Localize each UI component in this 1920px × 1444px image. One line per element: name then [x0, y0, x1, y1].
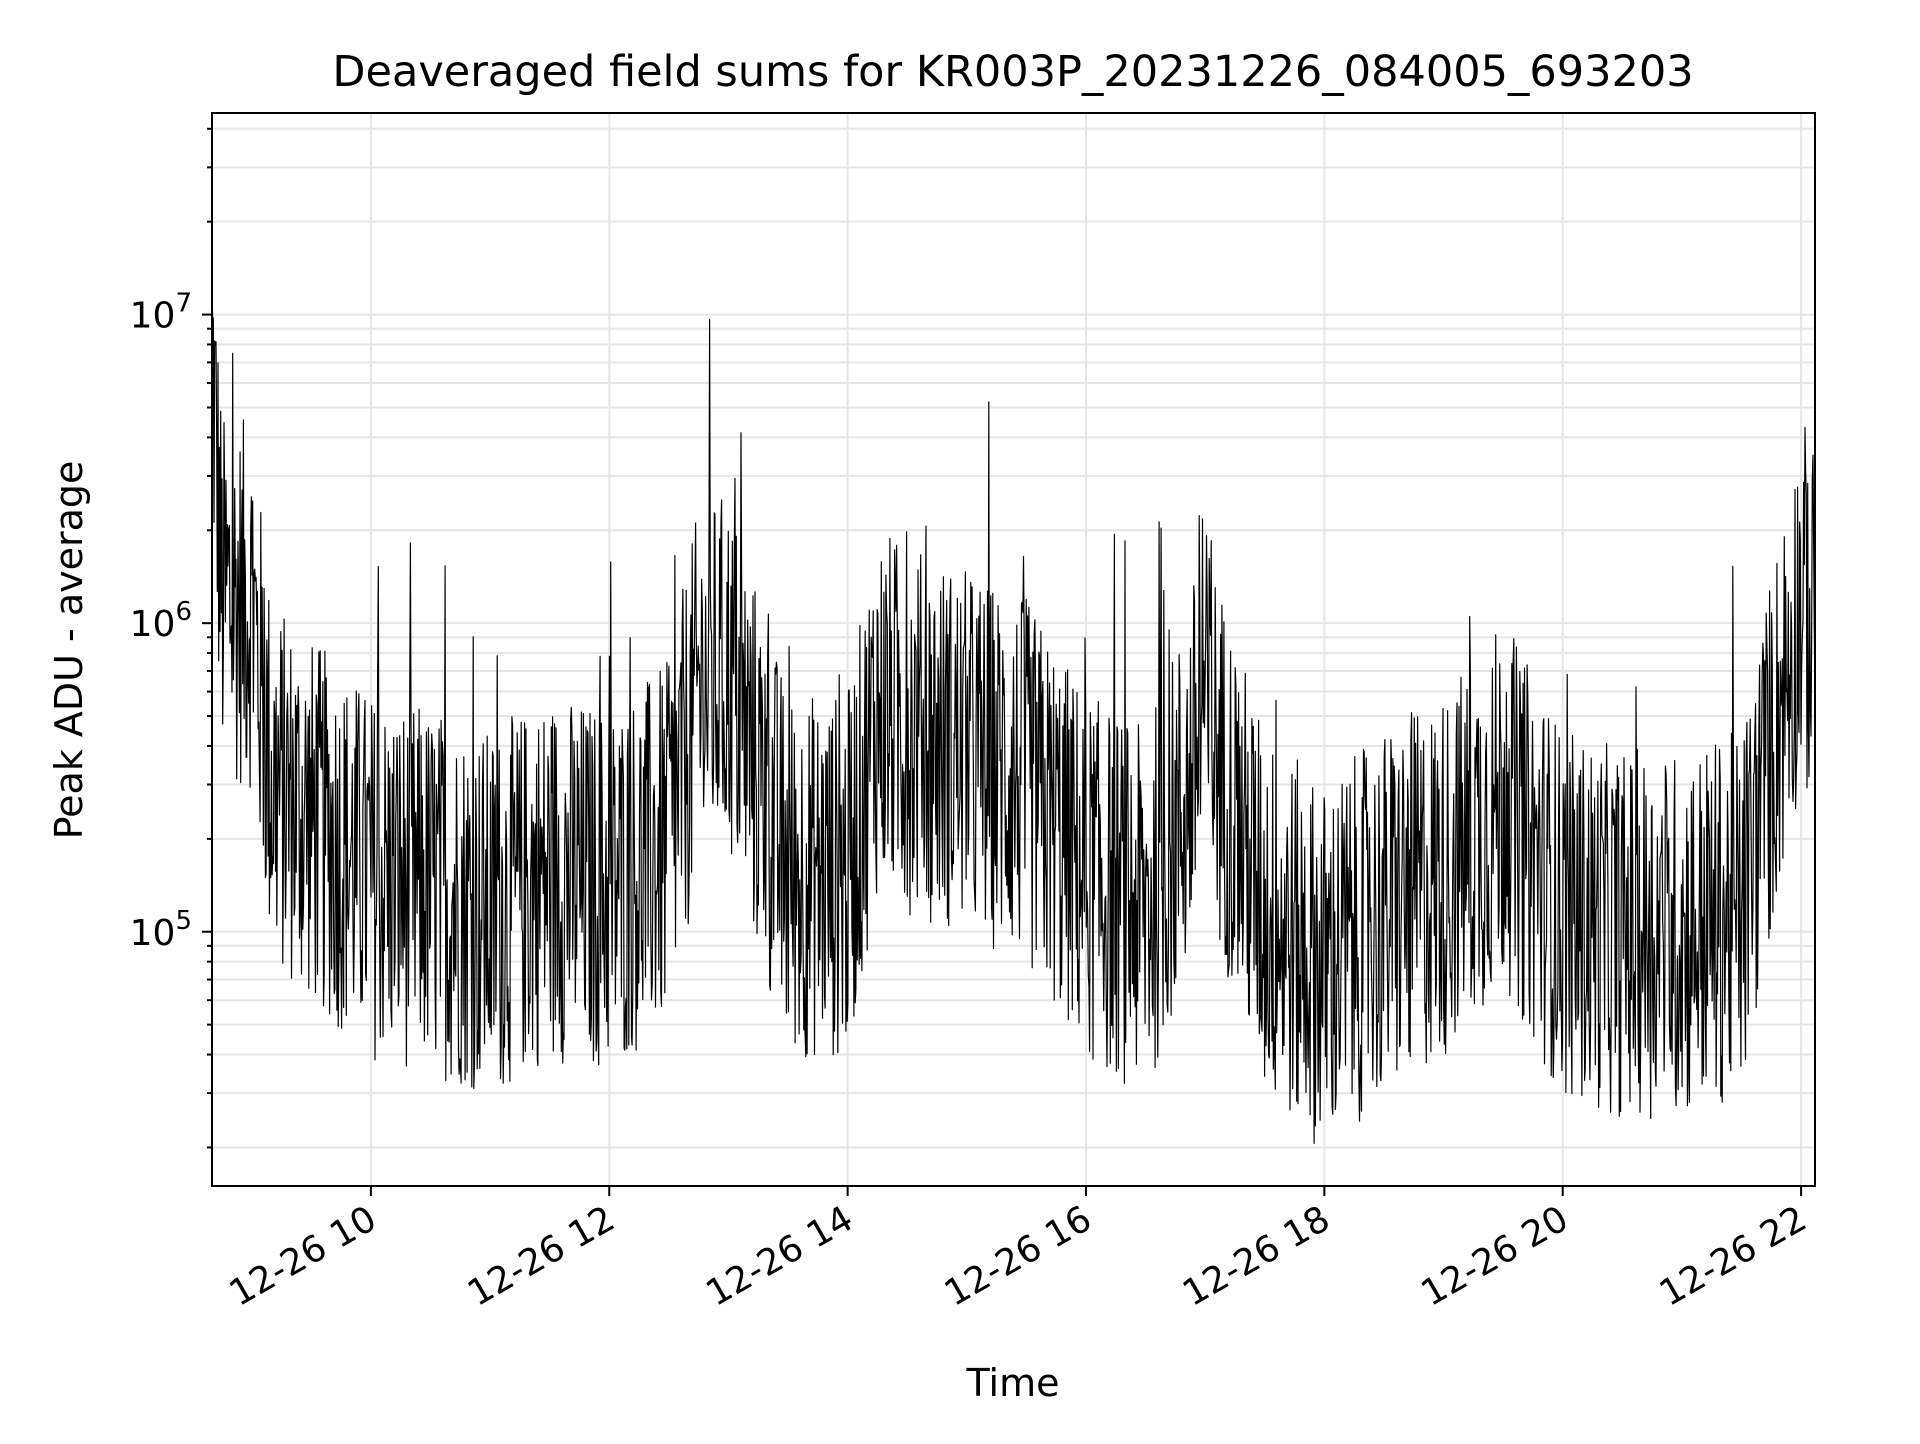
- series-line-1: [211, 294, 1816, 1144]
- y-axis-label: Peak ADU - average: [47, 461, 91, 840]
- chart-title: Deaveraged field sums for KR003P_2023122…: [332, 47, 1693, 97]
- x-axis-label: Time: [966, 1361, 1060, 1405]
- y-tick-label: 106: [130, 597, 192, 645]
- y-tick-label: 105: [130, 906, 192, 954]
- plot-frame: [211, 112, 1816, 1187]
- y-axis-ticks: 105 106 107: [130, 127, 212, 1149]
- series-line-group: [211, 294, 1816, 1144]
- y-tick-label: 107: [130, 289, 192, 337]
